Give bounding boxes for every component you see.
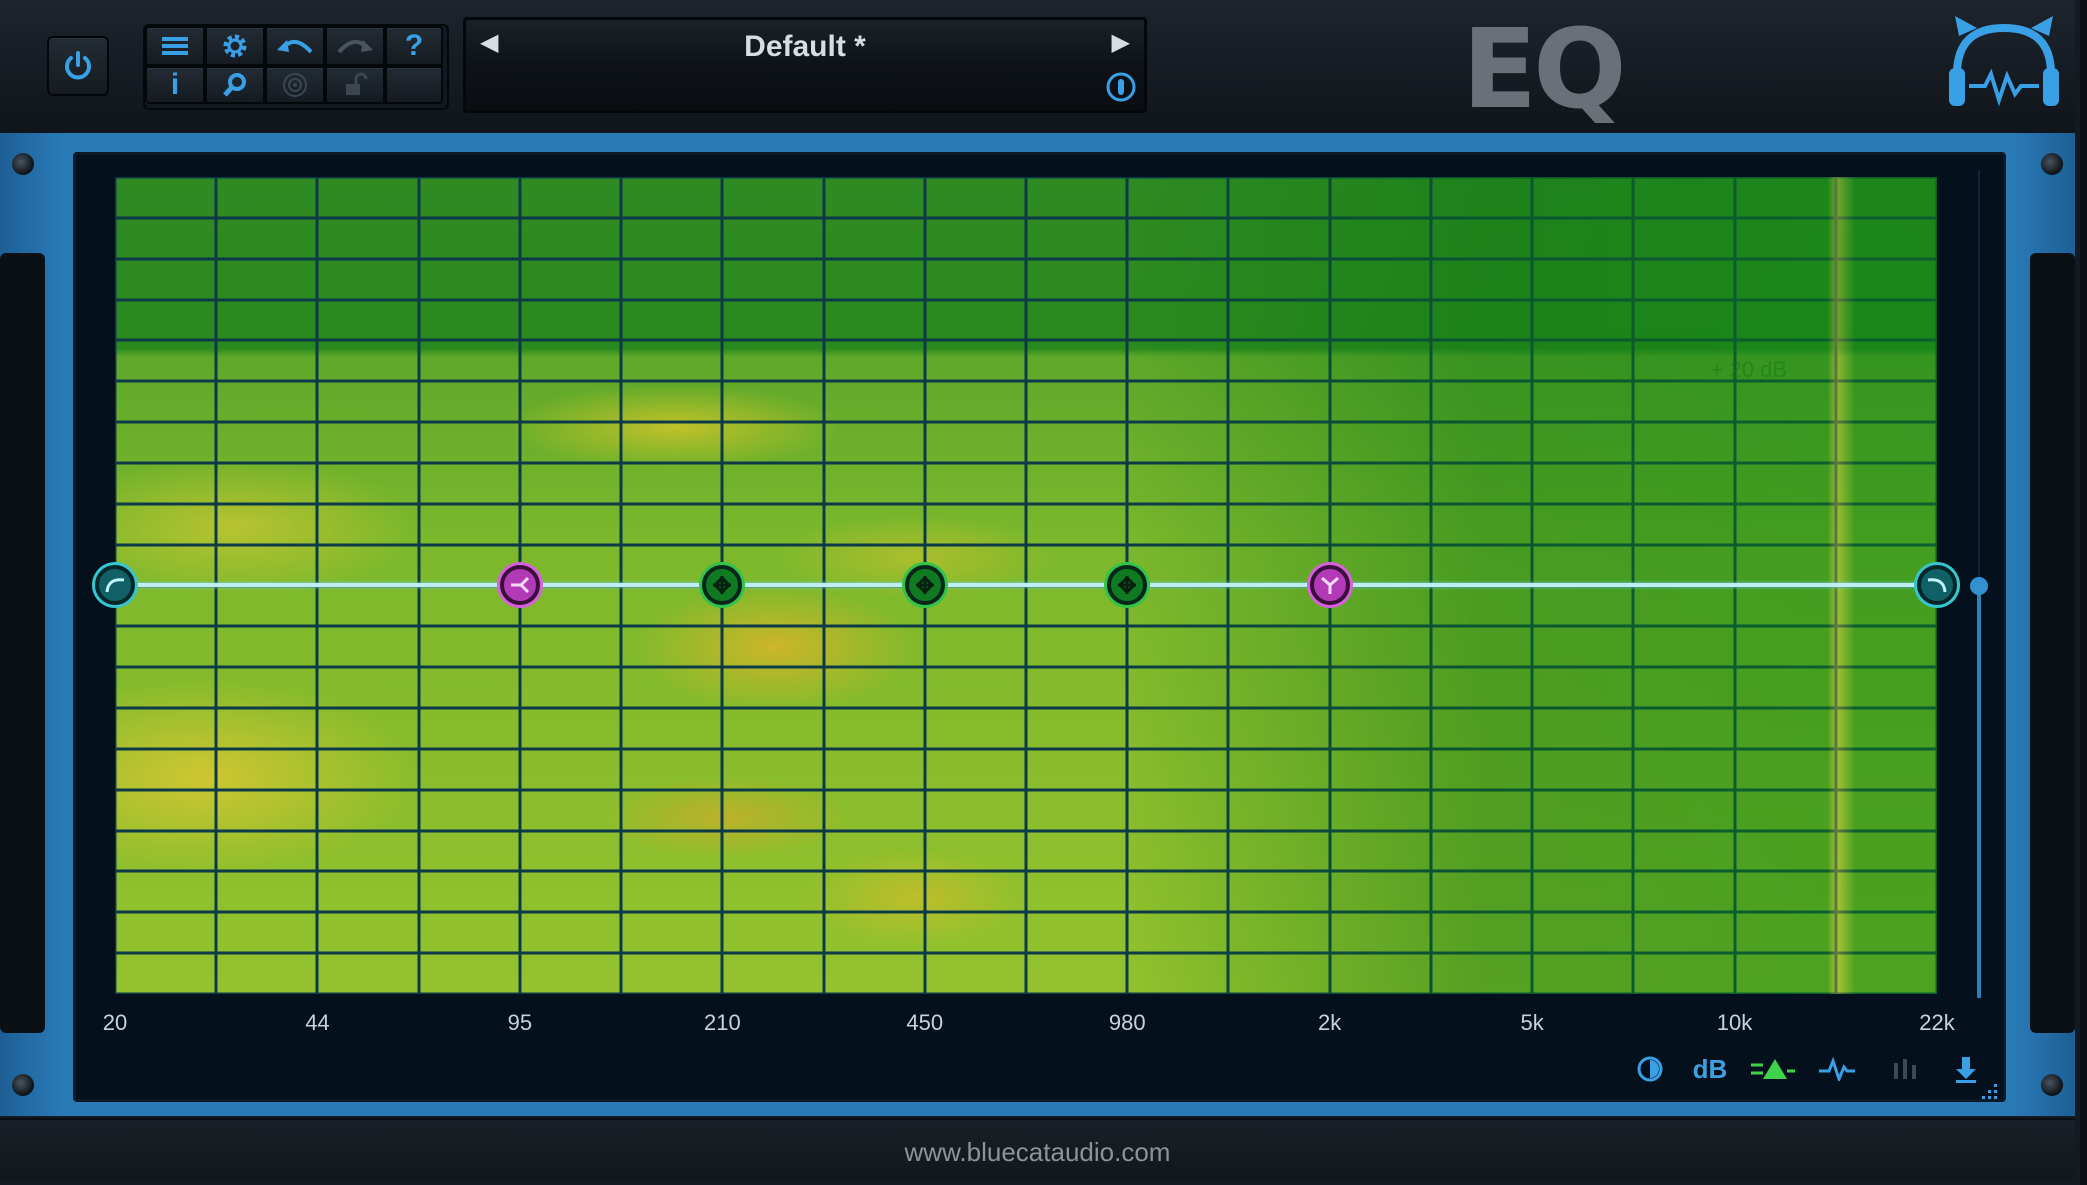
frequency-label: 44 [305, 1010, 330, 1035]
website-link[interactable]: www.bluecataudio.com [904, 1137, 1171, 1167]
frequency-label: 5k [1520, 1010, 1544, 1035]
frequency-label: 450 [906, 1010, 944, 1035]
previous-preset-button[interactable]: ◀ [480, 29, 499, 56]
footer: www.bluecataudio.com [0, 1118, 2075, 1180]
resize-grip-icon[interactable] [1980, 1082, 2000, 1107]
gain-slider-fill [1977, 583, 1981, 998]
frequency-label: 2k [1318, 1010, 1342, 1035]
frequency-label: 22k [1919, 1010, 1955, 1035]
undo-icon [275, 34, 315, 58]
eq-logo: EQ [1462, 5, 1627, 133]
lock-button[interactable] [325, 66, 385, 104]
low-cut-filter-icon [104, 574, 126, 596]
eq-node-high-cut[interactable] [1917, 565, 1957, 605]
screw-icon [12, 153, 34, 175]
waveform-icon[interactable] [1816, 1052, 1858, 1086]
eq-node-low-cut[interactable] [95, 565, 135, 605]
preset-sync-icon[interactable] [1104, 70, 1138, 109]
screw-icon [12, 1074, 34, 1096]
low-shelf-filter-icon [509, 574, 531, 596]
eq-node-low-shelf[interactable] [499, 565, 540, 605]
target-button[interactable] [265, 66, 325, 104]
frequency-label: 980 [1108, 1010, 1146, 1035]
gain-slider-track [1978, 170, 1980, 583]
preset-name: Default * [744, 30, 866, 63]
screw-icon [2041, 1074, 2063, 1096]
peak-filter-icon [711, 574, 733, 596]
next-preset-button[interactable]: ▶ [1111, 29, 1130, 56]
frequency-label: 10k [1716, 1010, 1753, 1035]
download-icon[interactable] [1950, 1052, 1982, 1086]
high-shelf-filter-icon [1319, 574, 1341, 596]
left-side-panel [0, 253, 45, 1033]
help-button[interactable]: ? [385, 26, 443, 66]
top-toolbar: ? i ◀ Default * ▶ EQ [0, 0, 2075, 135]
high-cut-filter-icon [1926, 574, 1948, 596]
spectrum-view-icon[interactable] [1748, 1052, 1796, 1086]
menu-icon [162, 35, 188, 57]
meters-icon[interactable] [1890, 1052, 1920, 1086]
preset-selector[interactable]: ◀ Default * ▶ [463, 17, 1147, 113]
eq-node-peak[interactable] [904, 565, 945, 605]
eq-node-peak[interactable] [702, 565, 743, 605]
zoom-icon [221, 71, 249, 99]
blue-cat-logo-icon [1945, 14, 2063, 119]
frequency-label: 20 [102, 1010, 128, 1035]
gear-icon [220, 31, 250, 61]
info-icon: i [170, 68, 180, 101]
power-icon [61, 49, 95, 83]
target-icon [282, 72, 308, 98]
power-button[interactable] [47, 36, 109, 96]
eq-curve[interactable] [115, 583, 1937, 587]
frequency-label: 210 [703, 1010, 741, 1035]
help-icon: ? [404, 29, 424, 62]
peak-filter-icon [914, 574, 936, 596]
db-scale-button[interactable]: dB [1692, 1053, 1728, 1084]
eq-node-peak[interactable] [1107, 565, 1148, 605]
undo-button[interactable] [265, 26, 325, 66]
zoom-button[interactable] [205, 66, 265, 104]
right-side-panel [2030, 253, 2075, 1033]
info-button[interactable]: i [145, 66, 205, 104]
gain-slider-handle[interactable] [1970, 577, 1988, 595]
peak-filter-icon [1116, 574, 1138, 596]
db-readout: + 20 dB [1710, 357, 1787, 382]
redo-button[interactable] [325, 26, 385, 66]
frequency-label: 95 [507, 1010, 533, 1035]
lock-icon [342, 72, 368, 98]
display-mode-icon[interactable] [1635, 1052, 1665, 1086]
menu-button[interactable] [145, 26, 205, 66]
redo-icon [335, 34, 375, 58]
empty-button-slot [385, 66, 443, 104]
settings-button[interactable] [205, 26, 265, 66]
eq-node-high-shelf[interactable] [1309, 565, 1350, 605]
screw-icon [2041, 153, 2063, 175]
